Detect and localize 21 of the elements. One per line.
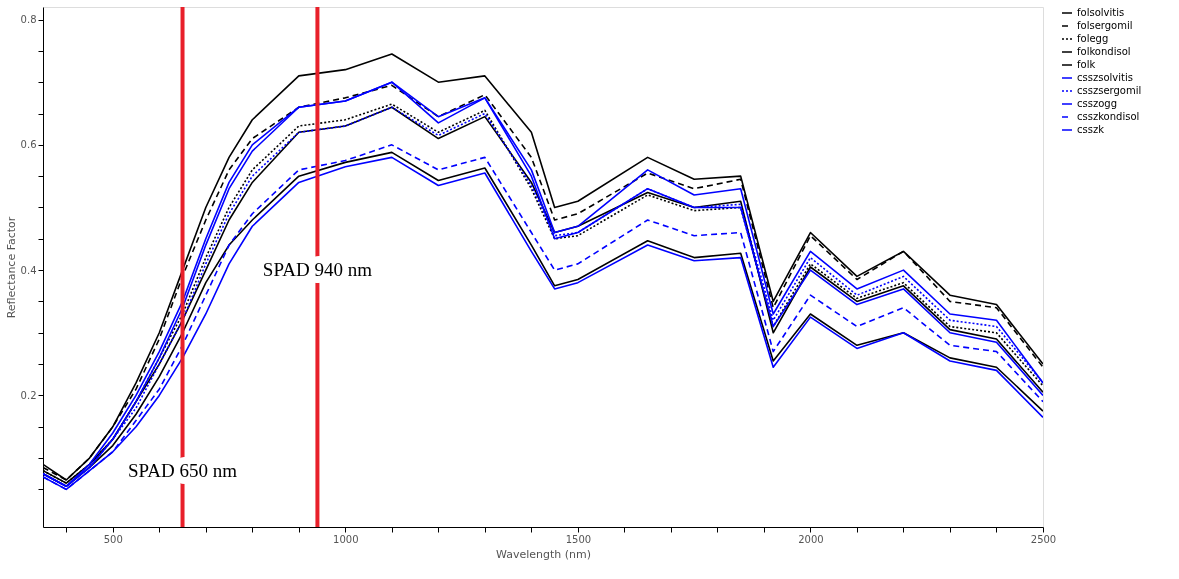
x-tick-label: 2500: [1030, 533, 1057, 545]
legend-label: csszsolvitis: [1077, 72, 1133, 83]
legend-label: csszk: [1077, 124, 1105, 135]
legend-label: csszkondisol: [1077, 111, 1140, 122]
legend-label: folk: [1077, 59, 1096, 70]
legend-label: csszsergomil: [1077, 85, 1142, 96]
x-tick-label: 2000: [798, 533, 824, 545]
x-axis-title: Wavelength (nm): [495, 547, 592, 561]
y-tick-label: 0.2: [20, 389, 37, 401]
x-tick-label: 1000: [333, 533, 359, 545]
legend-label: folkondisol: [1077, 46, 1131, 57]
y-axis-title: Reflectance Factor: [4, 216, 18, 319]
x-tick-label: 500: [103, 533, 123, 545]
legend-label: csszogg: [1077, 98, 1117, 109]
y-tick-label: 0.4: [20, 264, 37, 276]
y-tick-label: 0.6: [20, 139, 37, 151]
legend-label: folegg: [1077, 33, 1109, 44]
x-tick-label: 1500: [565, 533, 592, 545]
legend-label: folsergomil: [1077, 20, 1133, 31]
legend-label: folsolvitis: [1077, 7, 1125, 18]
y-tick-label: 0.8: [20, 14, 37, 26]
